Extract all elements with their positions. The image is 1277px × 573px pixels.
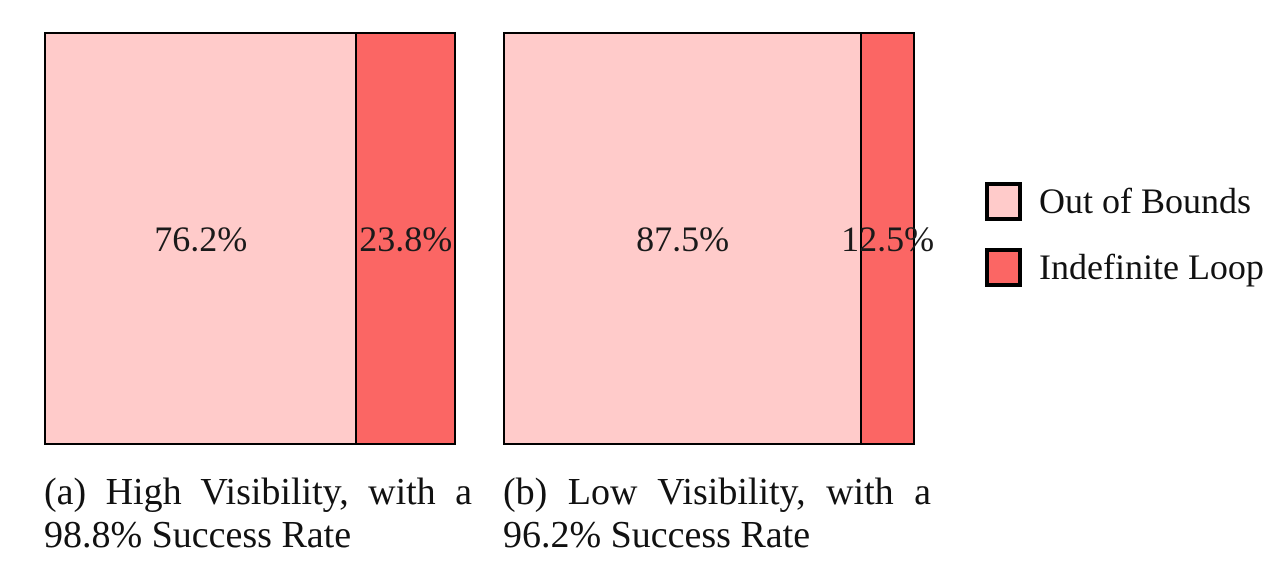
chart-a-segment-out-of-bounds: 76.2% — [46, 34, 356, 443]
legend-item-out-of-bounds: Out of Bounds — [985, 180, 1264, 222]
chart-b-segment-indefinite-loop: 12.5% — [841, 34, 934, 443]
legend: Out of Bounds Indefinite Loop — [985, 180, 1264, 288]
chart-b-caption: (b) Low Visibility, with a 96.2% Success… — [503, 471, 931, 557]
panel-low-visibility: 87.5% 12.5% (b) Low Visibility, with a 9… — [503, 32, 934, 557]
chart-a-value-label-indefinite-loop: 23.8% — [359, 218, 453, 259]
legend-color-swatch-out-of-bounds — [985, 181, 1022, 221]
legend-item-indefinite-loop: Indefinite Loop — [985, 246, 1264, 288]
chart-b-caption-line-1: (b) Low Visibility, with a — [503, 471, 931, 513]
chart-b-segment-out-of-bounds: 87.5% — [505, 34, 861, 443]
chart-a-segment-indefinite-loop: 23.8% — [355, 34, 454, 443]
chart-a-caption: (a) High Visibility, with a 98.8% Succes… — [44, 471, 472, 557]
chart-b-plot-area: 87.5% 12.5% — [503, 32, 934, 445]
chart-a-caption-line-2: 98.8% Success Rate — [44, 514, 352, 556]
panel-high-visibility: 76.2% 23.8% (a) High Visibility, with a … — [44, 32, 472, 557]
legend-color-swatch-indefinite-loop — [985, 247, 1022, 287]
legend-label-indefinite-loop: Indefinite Loop — [1039, 247, 1264, 287]
chart-b-caption-line-2: 96.2% Success Rate — [503, 514, 811, 556]
chart-a-value-label-out-of-bounds: 76.2% — [154, 218, 248, 259]
chart-b-value-label-out-of-bounds: 87.5% — [636, 218, 730, 259]
chart-a-caption-line-1: (a) High Visibility, with a — [44, 471, 472, 513]
chart-b-value-label-indefinite-loop: 12.5% — [841, 218, 935, 259]
legend-label-out-of-bounds: Out of Bounds — [1039, 181, 1252, 221]
chart-a-plot-area: 76.2% 23.8% — [44, 32, 456, 445]
